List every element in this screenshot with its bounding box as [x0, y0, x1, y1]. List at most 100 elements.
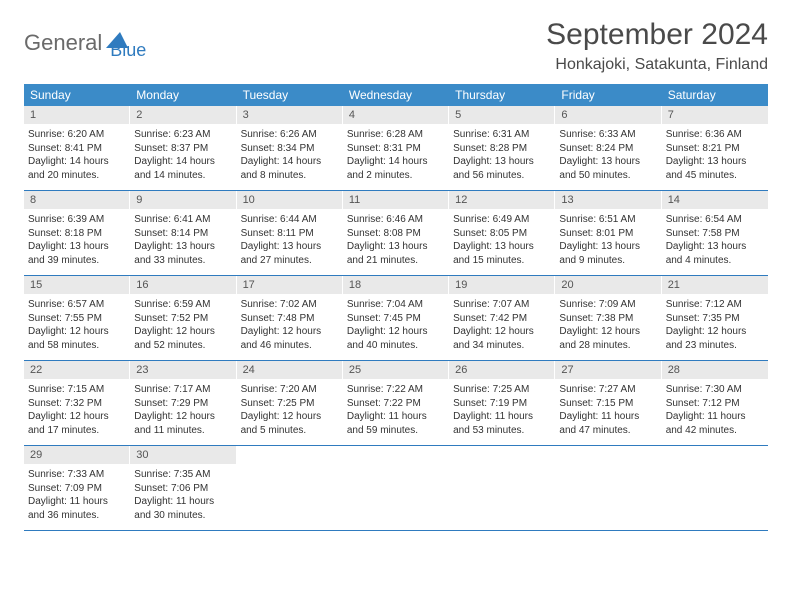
daylight-text: Daylight: 11 hours and 30 minutes. [134, 495, 232, 522]
sunset-text: Sunset: 8:05 PM [453, 227, 551, 241]
sunset-text: Sunset: 8:01 PM [559, 227, 657, 241]
day-number: 27 [555, 361, 661, 379]
sunset-text: Sunset: 7:06 PM [134, 482, 232, 496]
sunset-text: Sunset: 7:48 PM [241, 312, 339, 326]
day-info: Sunrise: 7:15 AMSunset: 7:32 PMDaylight:… [24, 379, 130, 443]
calendar: Sunday Monday Tuesday Wednesday Thursday… [24, 84, 768, 531]
day-number: 21 [662, 276, 768, 294]
daylight-text: Daylight: 11 hours and 36 minutes. [28, 495, 126, 522]
day-info: Sunrise: 6:57 AMSunset: 7:55 PMDaylight:… [24, 294, 130, 358]
day-number: 5 [449, 106, 555, 124]
sunset-text: Sunset: 7:19 PM [453, 397, 551, 411]
day-info: Sunrise: 6:20 AMSunset: 8:41 PMDaylight:… [24, 124, 130, 188]
dow-monday: Monday [130, 84, 236, 106]
dow-friday: Friday [555, 84, 661, 106]
sunrise-text: Sunrise: 7:07 AM [453, 298, 551, 312]
day-number: 22 [24, 361, 130, 379]
calendar-day: 2Sunrise: 6:23 AMSunset: 8:37 PMDaylight… [130, 106, 236, 190]
day-number: 17 [237, 276, 343, 294]
calendar-day: 28Sunrise: 7:30 AMSunset: 7:12 PMDayligh… [662, 361, 768, 445]
day-info: Sunrise: 7:09 AMSunset: 7:38 PMDaylight:… [555, 294, 661, 358]
logo-text-general: General [24, 30, 102, 56]
calendar-week: 22Sunrise: 7:15 AMSunset: 7:32 PMDayligh… [24, 361, 768, 446]
daylight-text: Daylight: 12 hours and 40 minutes. [347, 325, 445, 352]
daylight-text: Daylight: 12 hours and 23 minutes. [666, 325, 764, 352]
calendar-day: 7Sunrise: 6:36 AMSunset: 8:21 PMDaylight… [662, 106, 768, 190]
day-number: 2 [130, 106, 236, 124]
calendar-day: 19Sunrise: 7:07 AMSunset: 7:42 PMDayligh… [449, 276, 555, 360]
day-info: Sunrise: 6:49 AMSunset: 8:05 PMDaylight:… [449, 209, 555, 273]
calendar-day: 29Sunrise: 7:33 AMSunset: 7:09 PMDayligh… [24, 446, 130, 530]
daylight-text: Daylight: 12 hours and 58 minutes. [28, 325, 126, 352]
calendar-day: 12Sunrise: 6:49 AMSunset: 8:05 PMDayligh… [449, 191, 555, 275]
day-number: 4 [343, 106, 449, 124]
dow-sunday: Sunday [24, 84, 130, 106]
day-info: Sunrise: 6:23 AMSunset: 8:37 PMDaylight:… [130, 124, 236, 188]
sunrise-text: Sunrise: 6:51 AM [559, 213, 657, 227]
daylight-text: Daylight: 13 hours and 50 minutes. [559, 155, 657, 182]
sunset-text: Sunset: 7:09 PM [28, 482, 126, 496]
location: Honkajoki, Satakunta, Finland [546, 56, 768, 74]
calendar-day: 26Sunrise: 7:25 AMSunset: 7:19 PMDayligh… [449, 361, 555, 445]
day-number: 29 [24, 446, 130, 464]
day-number: 24 [237, 361, 343, 379]
sunset-text: Sunset: 8:21 PM [666, 142, 764, 156]
day-number: 11 [343, 191, 449, 209]
calendar-day: 27Sunrise: 7:27 AMSunset: 7:15 PMDayligh… [555, 361, 661, 445]
dow-saturday: Saturday [662, 84, 768, 106]
day-info: Sunrise: 7:33 AMSunset: 7:09 PMDaylight:… [24, 464, 130, 528]
day-number: 18 [343, 276, 449, 294]
daylight-text: Daylight: 11 hours and 53 minutes. [453, 410, 551, 437]
day-info: Sunrise: 6:28 AMSunset: 8:31 PMDaylight:… [343, 124, 449, 188]
daylight-text: Daylight: 13 hours and 4 minutes. [666, 240, 764, 267]
calendar-day: 1Sunrise: 6:20 AMSunset: 8:41 PMDaylight… [24, 106, 130, 190]
day-number: 7 [662, 106, 768, 124]
sunrise-text: Sunrise: 6:23 AM [134, 128, 232, 142]
daylight-text: Daylight: 12 hours and 28 minutes. [559, 325, 657, 352]
sunset-text: Sunset: 7:58 PM [666, 227, 764, 241]
sunset-text: Sunset: 8:34 PM [241, 142, 339, 156]
sunrise-text: Sunrise: 7:09 AM [559, 298, 657, 312]
sunset-text: Sunset: 8:28 PM [453, 142, 551, 156]
sunrise-text: Sunrise: 6:26 AM [241, 128, 339, 142]
daylight-text: Daylight: 12 hours and 17 minutes. [28, 410, 126, 437]
sunset-text: Sunset: 7:25 PM [241, 397, 339, 411]
day-info: Sunrise: 7:35 AMSunset: 7:06 PMDaylight:… [130, 464, 236, 528]
sunrise-text: Sunrise: 6:41 AM [134, 213, 232, 227]
sunset-text: Sunset: 7:32 PM [28, 397, 126, 411]
daylight-text: Daylight: 13 hours and 15 minutes. [453, 240, 551, 267]
calendar-day: 3Sunrise: 6:26 AMSunset: 8:34 PMDaylight… [237, 106, 343, 190]
day-info: Sunrise: 7:07 AMSunset: 7:42 PMDaylight:… [449, 294, 555, 358]
sunset-text: Sunset: 7:55 PM [28, 312, 126, 326]
calendar-day: 6Sunrise: 6:33 AMSunset: 8:24 PMDaylight… [555, 106, 661, 190]
daylight-text: Daylight: 12 hours and 34 minutes. [453, 325, 551, 352]
calendar-day: 24Sunrise: 7:20 AMSunset: 7:25 PMDayligh… [237, 361, 343, 445]
sunrise-text: Sunrise: 6:46 AM [347, 213, 445, 227]
sunrise-text: Sunrise: 6:57 AM [28, 298, 126, 312]
day-number: 8 [24, 191, 130, 209]
sunrise-text: Sunrise: 7:02 AM [241, 298, 339, 312]
day-number: 25 [343, 361, 449, 379]
calendar-day: 22Sunrise: 7:15 AMSunset: 7:32 PMDayligh… [24, 361, 130, 445]
sunset-text: Sunset: 7:52 PM [134, 312, 232, 326]
sunrise-text: Sunrise: 6:44 AM [241, 213, 339, 227]
day-number: 1 [24, 106, 130, 124]
calendar-day: 20Sunrise: 7:09 AMSunset: 7:38 PMDayligh… [555, 276, 661, 360]
sunset-text: Sunset: 8:14 PM [134, 227, 232, 241]
day-info: Sunrise: 6:41 AMSunset: 8:14 PMDaylight:… [130, 209, 236, 273]
calendar-day: 11Sunrise: 6:46 AMSunset: 8:08 PMDayligh… [343, 191, 449, 275]
day-info: Sunrise: 7:17 AMSunset: 7:29 PMDaylight:… [130, 379, 236, 443]
daylight-text: Daylight: 13 hours and 9 minutes. [559, 240, 657, 267]
sunrise-text: Sunrise: 7:15 AM [28, 383, 126, 397]
daylight-text: Daylight: 13 hours and 33 minutes. [134, 240, 232, 267]
day-number: 19 [449, 276, 555, 294]
logo-text-blue: Blue [110, 24, 146, 61]
day-number: 10 [237, 191, 343, 209]
daylight-text: Daylight: 12 hours and 52 minutes. [134, 325, 232, 352]
sunrise-text: Sunrise: 7:04 AM [347, 298, 445, 312]
day-number: 23 [130, 361, 236, 379]
day-number: 9 [130, 191, 236, 209]
sunrise-text: Sunrise: 7:22 AM [347, 383, 445, 397]
sunset-text: Sunset: 8:08 PM [347, 227, 445, 241]
daylight-text: Daylight: 14 hours and 20 minutes. [28, 155, 126, 182]
